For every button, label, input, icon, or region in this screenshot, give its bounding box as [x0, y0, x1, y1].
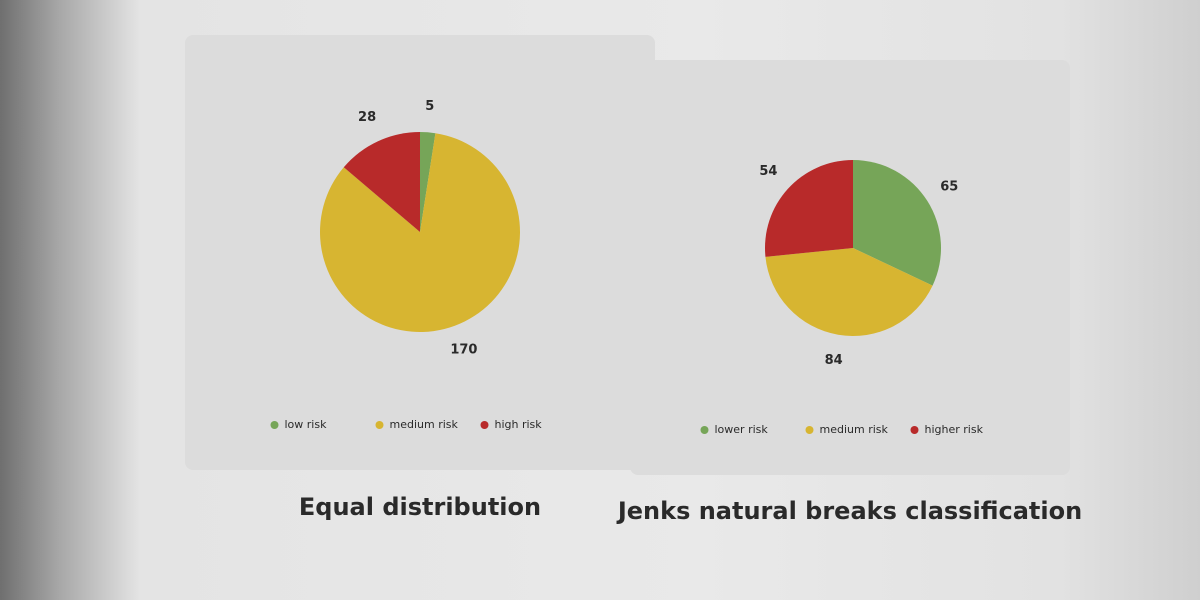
- pie-slice: [420, 132, 436, 232]
- data-label: 54: [759, 164, 777, 179]
- legend-label: medium risk: [820, 423, 889, 436]
- pie-slice: [319, 133, 520, 332]
- pie-slice: [343, 132, 420, 232]
- chart-title: Jenks natural breaks classification: [616, 497, 1082, 525]
- data-label: 5: [425, 99, 434, 114]
- data-label: 84: [825, 353, 843, 368]
- legend-marker: [805, 426, 814, 434]
- data-label: 65: [940, 179, 958, 194]
- pie-slice: [765, 160, 853, 257]
- data-label: 28: [358, 110, 376, 125]
- legend-label: medium risk: [390, 418, 459, 431]
- data-label: 170: [450, 343, 477, 358]
- pie-slice: [853, 160, 941, 286]
- chart-title: Equal distribution: [299, 493, 541, 521]
- legend-marker: [270, 421, 279, 429]
- legend-label: higher risk: [925, 423, 984, 436]
- legend-marker: [700, 426, 709, 434]
- legend-marker: [480, 421, 489, 429]
- legend-label: lower risk: [715, 423, 769, 436]
- pie-slice: [765, 248, 933, 336]
- legend-label: high risk: [495, 418, 543, 431]
- legend-label: low risk: [285, 418, 328, 431]
- legend-marker: [375, 421, 384, 429]
- legend-marker: [910, 426, 919, 434]
